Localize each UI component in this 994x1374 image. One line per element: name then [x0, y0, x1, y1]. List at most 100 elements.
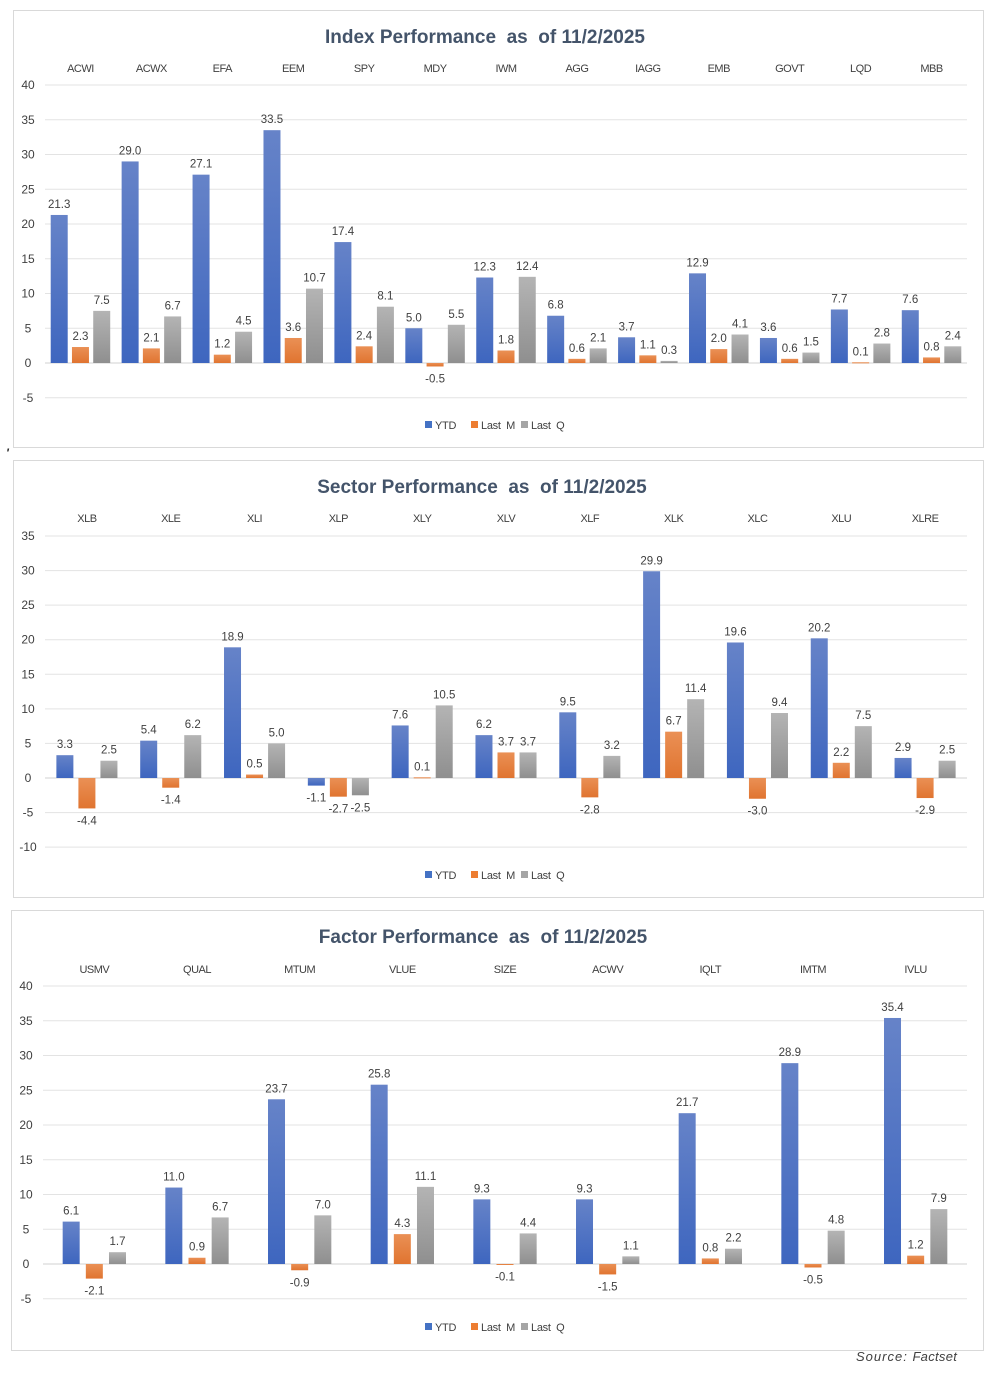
- data-label-m: 2.3: [72, 331, 88, 343]
- bar-m: [329, 778, 347, 797]
- data-label-q: 5.0: [269, 727, 285, 739]
- bar-q: [622, 1256, 640, 1264]
- data-label-ytd: -1.1: [306, 793, 326, 805]
- data-label-ytd: 17.4: [332, 226, 355, 238]
- data-label-q: 6.7: [212, 1201, 228, 1213]
- data-label-m: 1.8: [498, 334, 514, 346]
- category-label: ACWX: [136, 63, 168, 75]
- bar-m: [916, 778, 934, 799]
- bar-q: [447, 324, 465, 363]
- bar-ytd: [689, 273, 707, 363]
- data-label-m: 6.7: [666, 716, 682, 728]
- bar-ytd: [643, 571, 661, 778]
- y-tick-label: -10: [19, 840, 37, 854]
- data-label-m: 2.0: [711, 333, 727, 345]
- bar-m: [599, 1264, 617, 1275]
- legend-label-q: Last Q: [531, 420, 565, 432]
- bar-q: [687, 699, 705, 778]
- category-label: XLF: [580, 513, 599, 525]
- bar-q: [235, 331, 253, 363]
- y-tick-label: -5: [23, 391, 34, 405]
- data-label-q: 2.5: [101, 745, 117, 757]
- source-name: Factset: [912, 1349, 958, 1364]
- y-tick-label: 10: [19, 1188, 33, 1202]
- index-performance-panel: [13, 10, 984, 448]
- data-label-m: -0.1: [495, 1272, 515, 1284]
- data-label-q: 6.2: [185, 719, 201, 731]
- bar-m: [284, 337, 302, 363]
- bar-q: [938, 760, 956, 778]
- data-label-ytd: 18.9: [221, 631, 243, 643]
- bar-q: [108, 1252, 126, 1264]
- y-tick-label: 30: [21, 564, 35, 578]
- bar-m: [213, 354, 231, 363]
- y-tick-label: 35: [21, 529, 35, 543]
- category-label: IMTM: [800, 964, 826, 976]
- y-tick-label: 10: [21, 287, 35, 301]
- data-label-q: 2.4: [945, 330, 962, 342]
- bar-m: [78, 778, 96, 809]
- bar-ytd: [405, 328, 423, 363]
- category-label: IAGG: [635, 63, 661, 75]
- data-label-q: 2.2: [725, 1233, 741, 1245]
- y-tick-label: 15: [19, 1153, 33, 1167]
- bar-m: [639, 355, 657, 363]
- bar-m: [188, 1257, 206, 1264]
- bar-q: [770, 713, 788, 778]
- bar-q: [724, 1248, 742, 1264]
- data-label-ytd: 9.3: [474, 1183, 490, 1195]
- data-label-ytd: 7.7: [831, 293, 847, 305]
- legend-swatch-m: [471, 1323, 478, 1330]
- data-label-q: 3.7: [520, 736, 536, 748]
- data-label-q: 12.4: [516, 261, 539, 273]
- bar-q: [731, 334, 749, 363]
- data-label-q: 4.1: [732, 319, 748, 331]
- data-label-m: 1.2: [908, 1240, 924, 1252]
- bar-q: [802, 352, 820, 363]
- bar-m: [355, 346, 373, 363]
- bar-q: [93, 310, 111, 363]
- data-label-q: 2.1: [590, 332, 606, 344]
- bar-ytd: [559, 712, 577, 778]
- chart-title: Factor Performance as of 11/2/2025: [319, 927, 648, 948]
- category-label: EMB: [708, 63, 731, 75]
- bar-ytd: [391, 725, 409, 778]
- legend-swatch-m: [471, 421, 478, 428]
- category-label: AGG: [565, 63, 588, 75]
- data-label-ytd: 2.9: [895, 742, 911, 754]
- bar-ytd: [140, 740, 158, 778]
- data-label-m: 3.6: [285, 322, 301, 334]
- legend-swatch-ytd: [425, 421, 432, 428]
- y-tick-label: 0: [23, 1257, 30, 1271]
- legend-label-q: Last Q: [531, 1322, 565, 1334]
- bar-q: [660, 360, 678, 363]
- data-label-ytd: 19.6: [724, 626, 746, 638]
- data-label-q: 1.5: [803, 337, 819, 349]
- category-label: XLY: [413, 513, 433, 525]
- data-label-m: 0.6: [569, 343, 585, 355]
- bar-ytd: [370, 1084, 388, 1264]
- bar-q: [519, 752, 537, 778]
- bar-m: [581, 778, 599, 798]
- data-label-m: 2.2: [833, 747, 849, 759]
- data-label-ytd: 6.8: [548, 300, 564, 312]
- data-label-m: 0.1: [414, 761, 430, 773]
- data-label-q: 10.5: [433, 689, 455, 701]
- data-label-m: 2.4: [356, 330, 373, 342]
- category-label: LQD: [850, 63, 872, 75]
- y-tick-label: 5: [25, 736, 32, 750]
- data-label-ytd: 7.6: [902, 294, 918, 306]
- source-prefix: Source:: [856, 1349, 908, 1364]
- bar-ytd: [781, 1063, 799, 1264]
- legend-swatch-q: [521, 1323, 528, 1330]
- category-label: XLE: [161, 513, 180, 525]
- category-label: MBB: [920, 63, 943, 75]
- category-label: IQLT: [700, 964, 722, 976]
- data-label-ytd: 3.3: [57, 739, 73, 751]
- data-label-ytd: 33.5: [261, 114, 283, 126]
- category-label: VLUE: [389, 964, 416, 976]
- bar-q: [873, 343, 891, 363]
- data-label-ytd: 27.1: [190, 159, 212, 171]
- data-label-q: 0.3: [661, 345, 677, 357]
- data-label-m: -0.9: [290, 1277, 310, 1289]
